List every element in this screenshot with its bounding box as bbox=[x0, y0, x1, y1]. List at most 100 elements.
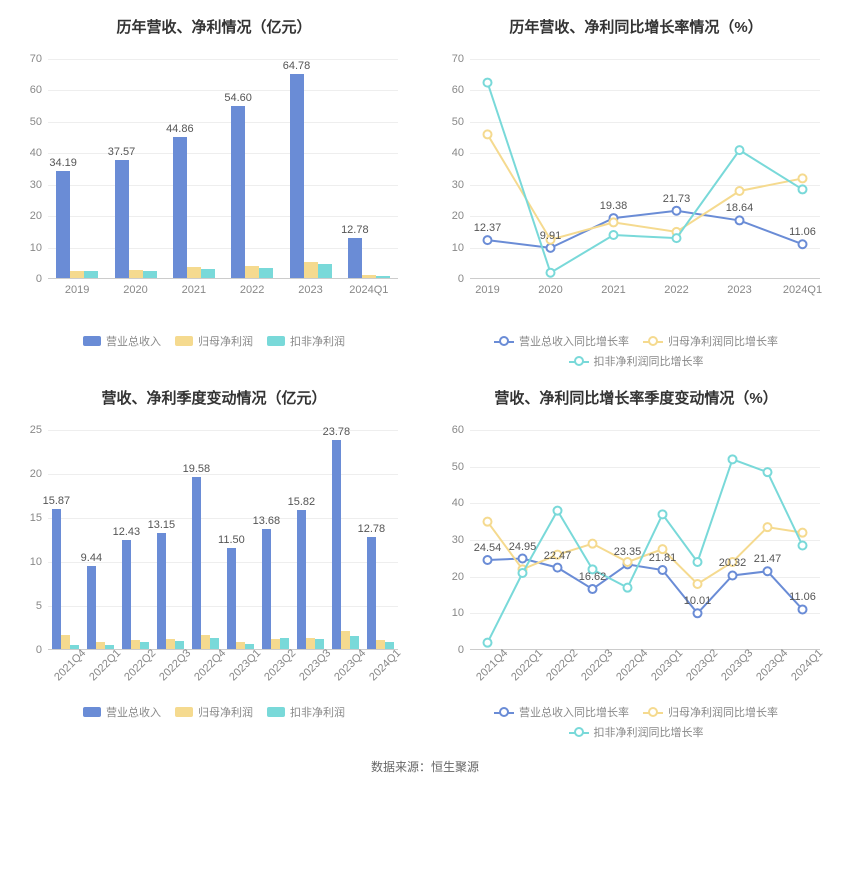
bar bbox=[201, 635, 210, 649]
x-tick: 2023Q2 bbox=[684, 647, 720, 683]
data-label: 64.78 bbox=[283, 60, 311, 72]
legend-swatch bbox=[175, 707, 193, 717]
y-tick: 60 bbox=[452, 84, 464, 96]
chart-annual-values: 历年营收、净利情况（亿元） 01020304050607020192020202… bbox=[8, 8, 420, 369]
y-tick: 10 bbox=[452, 607, 464, 619]
y-tick: 20 bbox=[30, 210, 42, 222]
data-point bbox=[484, 518, 492, 526]
bar bbox=[70, 645, 79, 649]
legend-swatch bbox=[267, 336, 285, 346]
data-point bbox=[736, 216, 744, 224]
legend: 营业总收入归母净利润扣非净利润 bbox=[8, 333, 420, 349]
data-point bbox=[736, 146, 744, 154]
legend-label: 营业总收入 bbox=[106, 333, 161, 349]
data-point bbox=[694, 558, 702, 566]
data-label: 10.01 bbox=[684, 595, 712, 607]
y-tick: 50 bbox=[452, 461, 464, 473]
data-label: 19.58 bbox=[183, 463, 211, 475]
x-tick: 2023Q1 bbox=[649, 647, 685, 683]
line-series bbox=[488, 211, 803, 248]
data-point bbox=[799, 174, 807, 182]
y-tick: 40 bbox=[452, 147, 464, 159]
x-tick: 2020 bbox=[123, 284, 147, 296]
legend-item: 营业总收入同比增长率 bbox=[494, 333, 629, 349]
bar bbox=[306, 638, 315, 649]
data-point bbox=[547, 269, 555, 277]
data-point bbox=[729, 571, 737, 579]
data-label: 13.15 bbox=[148, 519, 176, 531]
data-point bbox=[799, 240, 807, 248]
data-label: 11.50 bbox=[218, 534, 245, 546]
legend-swatch bbox=[569, 727, 589, 737]
legend-label: 归母净利润 bbox=[198, 704, 253, 720]
data-label: 11.06 bbox=[789, 226, 816, 238]
legend: 营业总收入同比增长率归母净利润同比增长率扣非净利润同比增长率 bbox=[430, 333, 842, 369]
bar bbox=[304, 262, 318, 278]
data-point bbox=[484, 79, 492, 87]
data-point bbox=[799, 542, 807, 550]
legend-item: 归母净利润同比增长率 bbox=[643, 704, 778, 720]
data-point bbox=[589, 540, 597, 548]
data-point bbox=[484, 639, 492, 647]
y-tick: 60 bbox=[30, 84, 42, 96]
x-tick: 2023Q4 bbox=[754, 647, 790, 683]
bar bbox=[385, 642, 394, 649]
chart-title: 营收、净利季度变动情况（亿元） bbox=[8, 387, 420, 408]
data-source-label: 数据来源：恒生聚源 bbox=[0, 758, 850, 775]
y-tick: 0 bbox=[36, 273, 42, 285]
bar bbox=[105, 645, 114, 649]
x-tick: 2020 bbox=[538, 284, 562, 296]
legend-swatch bbox=[83, 336, 101, 346]
x-tick: 2022Q1 bbox=[509, 647, 545, 683]
x-tick: 2023 bbox=[727, 284, 751, 296]
y-tick: 40 bbox=[30, 147, 42, 159]
data-point bbox=[547, 244, 555, 252]
line-series bbox=[488, 83, 803, 273]
bar bbox=[173, 137, 187, 278]
y-tick: 0 bbox=[36, 644, 42, 656]
data-label: 21.81 bbox=[649, 552, 677, 564]
data-label: 20.32 bbox=[719, 557, 747, 569]
bar bbox=[271, 639, 280, 649]
data-point bbox=[673, 234, 681, 242]
data-point bbox=[624, 558, 632, 566]
x-tick: 2021 bbox=[182, 284, 206, 296]
bar bbox=[231, 106, 245, 278]
bar bbox=[318, 264, 332, 278]
legend-label: 营业总收入同比增长率 bbox=[519, 333, 629, 349]
bar bbox=[157, 533, 166, 649]
x-tick: 2023Q3 bbox=[297, 647, 333, 683]
y-tick: 5 bbox=[36, 600, 42, 612]
y-tick: 30 bbox=[452, 179, 464, 191]
bar bbox=[140, 642, 149, 649]
x-tick: 2021Q4 bbox=[474, 647, 510, 683]
x-tick: 2023Q4 bbox=[332, 647, 368, 683]
bar bbox=[280, 638, 289, 649]
data-label: 9.44 bbox=[81, 552, 102, 564]
bar bbox=[259, 268, 273, 278]
bar bbox=[245, 644, 254, 649]
x-tick: 2022Q1 bbox=[87, 647, 123, 683]
data-label: 34.19 bbox=[49, 157, 77, 169]
data-label: 9.91 bbox=[540, 230, 561, 242]
x-tick: 2022Q4 bbox=[614, 647, 650, 683]
legend-label: 扣非净利润同比增长率 bbox=[594, 724, 704, 740]
data-point bbox=[589, 585, 597, 593]
x-tick: 2019 bbox=[475, 284, 499, 296]
bar bbox=[362, 275, 376, 278]
y-tick: 25 bbox=[30, 424, 42, 436]
bar bbox=[262, 529, 271, 649]
data-point bbox=[764, 523, 772, 531]
bar bbox=[245, 266, 259, 278]
legend-label: 营业总收入同比增长率 bbox=[519, 704, 629, 720]
data-point bbox=[484, 130, 492, 138]
x-tick: 2022Q2 bbox=[544, 647, 580, 683]
data-label: 22.47 bbox=[544, 550, 572, 562]
data-label: 12.43 bbox=[113, 526, 141, 538]
data-point bbox=[519, 555, 527, 563]
legend-swatch bbox=[569, 356, 589, 366]
legend-swatch bbox=[494, 336, 514, 346]
bar bbox=[290, 74, 304, 278]
y-tick: 50 bbox=[30, 116, 42, 128]
legend-item: 归母净利润同比增长率 bbox=[643, 333, 778, 349]
